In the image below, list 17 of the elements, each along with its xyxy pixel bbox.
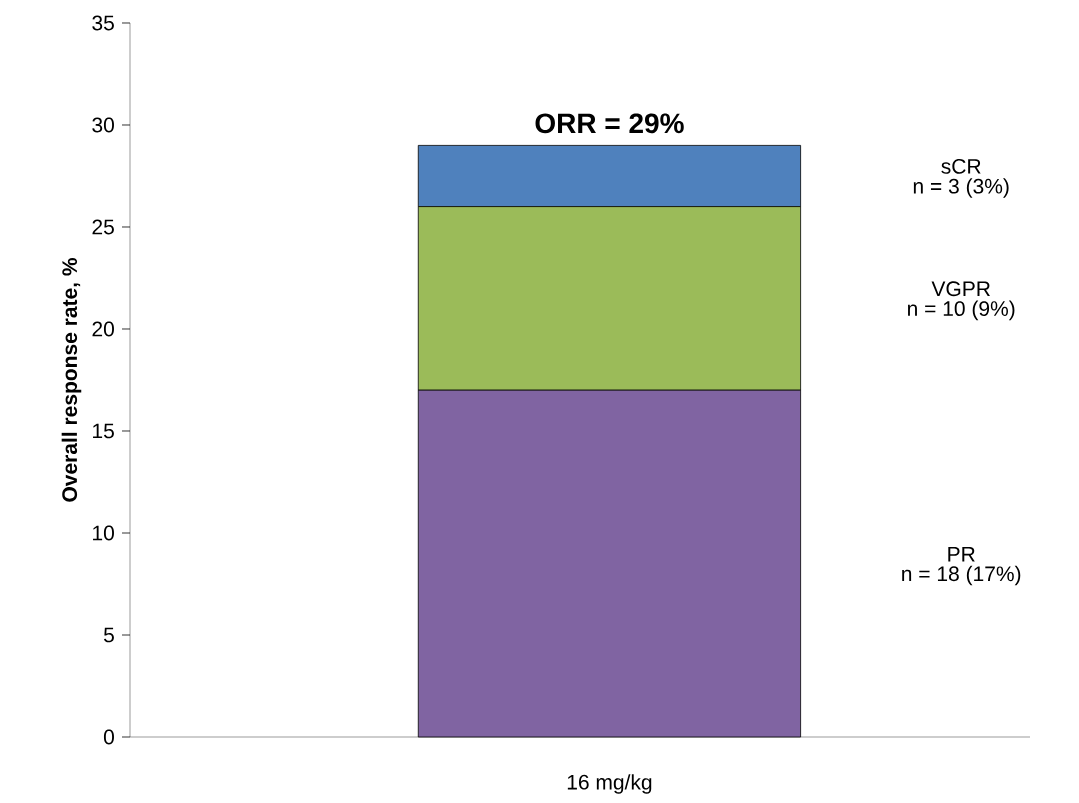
y-tick-label: 0 bbox=[103, 729, 114, 745]
y-tick-label: 20 bbox=[92, 321, 114, 337]
y-tick-label: 5 bbox=[103, 627, 114, 643]
x-tick-label: 16 mg/kg bbox=[567, 774, 652, 794]
annotation: n = 3 (3%) bbox=[913, 178, 1009, 198]
y-axis-title: Overall response rate, % bbox=[61, 258, 82, 502]
text: VGPR bbox=[931, 281, 990, 297]
y-tick-label: 30 bbox=[92, 117, 114, 133]
y-tick-label: 25 bbox=[92, 219, 114, 235]
text: ORR = 29% bbox=[535, 113, 684, 134]
y-tick-label: 15 bbox=[93, 423, 114, 439]
annotation: n = 10 (9%) bbox=[908, 300, 1015, 321]
text: sCR bbox=[941, 158, 981, 174]
y-tick-label: 35 bbox=[92, 15, 114, 31]
annotation: n = 18 (17%) bbox=[902, 565, 1021, 586]
text: PR bbox=[948, 546, 975, 562]
y-tick-label: 10 bbox=[93, 525, 114, 541]
